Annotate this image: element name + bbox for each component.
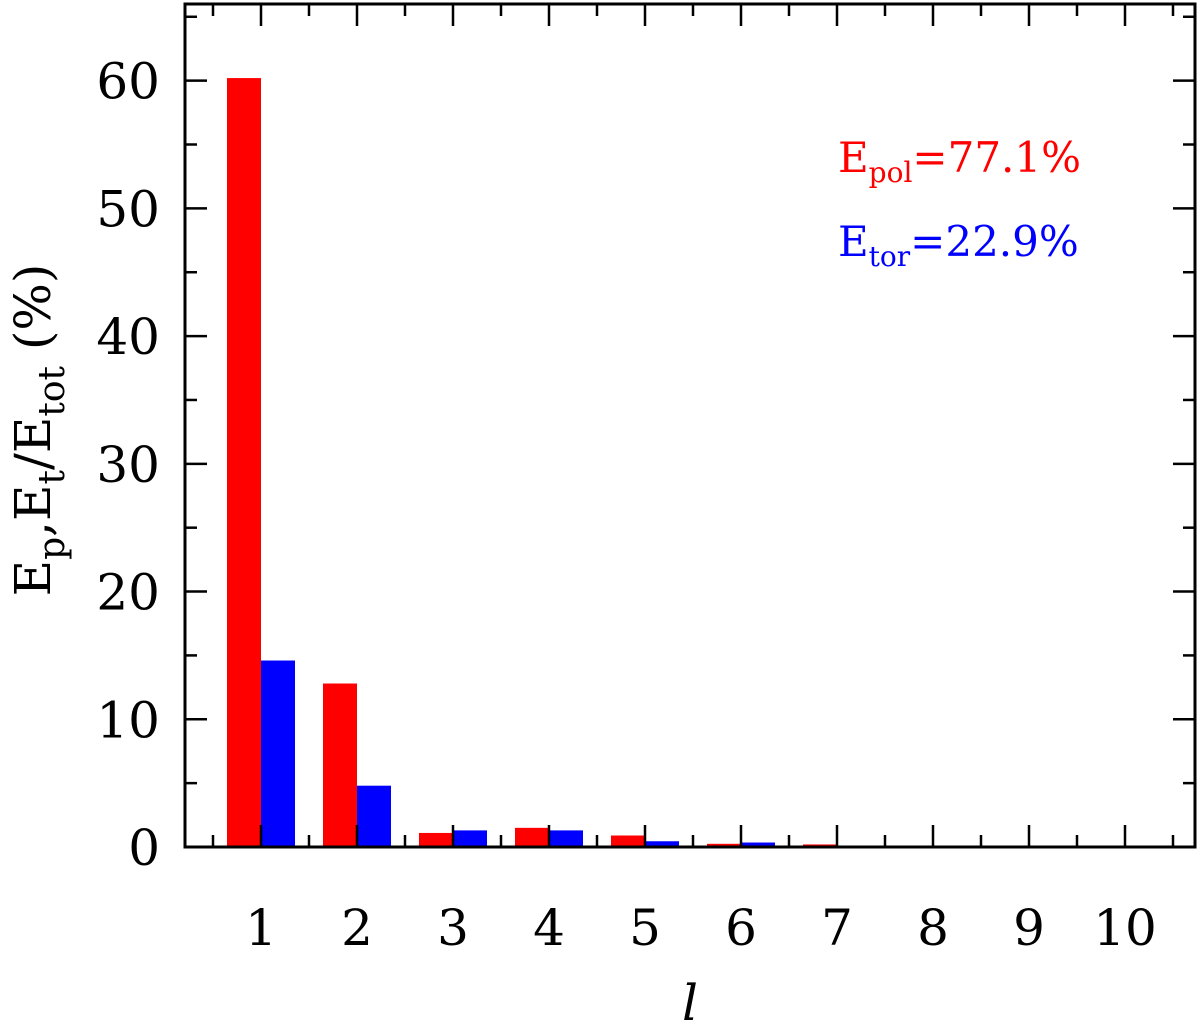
- bar-series1-2: [323, 683, 357, 847]
- anno-etor-base: E: [838, 217, 869, 266]
- x-tick-label-7: 7: [821, 899, 853, 957]
- bar-series2-2: [357, 785, 391, 847]
- x-tick-label-10: 10: [1093, 899, 1157, 957]
- anno-etor-sub: tor: [869, 240, 911, 273]
- y-title-sub-tot: tot: [32, 365, 73, 416]
- bar-series1-3: [419, 832, 453, 847]
- anno-epol-sub: pol: [869, 156, 913, 189]
- ticks-layer: [185, 4, 1195, 849]
- y-title-sep: ,: [4, 521, 62, 537]
- y-title-e2: E: [4, 484, 62, 521]
- bar-series2-3: [453, 830, 487, 847]
- anno-epol-base: E: [838, 133, 869, 182]
- x-axis-title: l: [682, 974, 698, 1030]
- x-tick-label-1: 1: [245, 899, 277, 957]
- x-tick-label-9: 9: [1013, 899, 1045, 957]
- y-title-tail: (%): [4, 264, 62, 366]
- y-title-sub-t: t: [32, 469, 73, 484]
- y-tick-label-30: 30: [96, 436, 160, 494]
- bar-series2-5: [645, 841, 679, 847]
- bar-series1-5: [611, 835, 645, 847]
- bars-layer: [227, 78, 837, 848]
- bar-series1-6: [707, 843, 741, 847]
- x-tick-label-3: 3: [437, 899, 469, 957]
- y-title-e3: E: [4, 417, 62, 454]
- y-tick-label-60: 60: [96, 53, 160, 111]
- bar-series2-6: [741, 842, 775, 847]
- x-tick-label-8: 8: [917, 899, 949, 957]
- bar-series2-4: [549, 830, 583, 847]
- annotation-epol: Epol=77.1%: [838, 133, 1081, 189]
- y-title-e1: E: [4, 560, 62, 597]
- plot-frame: [183, 2, 1197, 849]
- y-tick-label-10: 10: [96, 691, 160, 749]
- bar-series2-1: [261, 660, 295, 847]
- annotation-etor: Etor=22.9%: [838, 217, 1079, 273]
- bar-series1-4: [515, 827, 549, 847]
- y-tick-label-0: 0: [128, 819, 160, 877]
- y-tick-label-20: 20: [96, 564, 160, 622]
- y-axis-title: Ep,Et/Etot (%): [4, 264, 73, 597]
- x-tick-label-4: 4: [533, 899, 565, 957]
- anno-etor-rest: =22.9%: [910, 217, 1079, 266]
- x-tick-label-2: 2: [341, 899, 373, 957]
- y-tick-label-40: 40: [96, 308, 160, 366]
- y-title-sub-p: p: [32, 537, 73, 560]
- y-tick-label-50: 50: [96, 180, 160, 238]
- bar-series1-1: [227, 78, 261, 848]
- x-tick-label-6: 6: [725, 899, 757, 957]
- y-tick-labels: 0 10 20 30 40 50 60: [96, 53, 160, 877]
- anno-epol-rest: =77.1%: [912, 133, 1081, 182]
- y-title-slash: /: [4, 453, 62, 470]
- x-tick-label-5: 5: [629, 899, 661, 957]
- x-tick-labels: 1 2 3 4 5 6 7 8 9 10: [245, 899, 1157, 957]
